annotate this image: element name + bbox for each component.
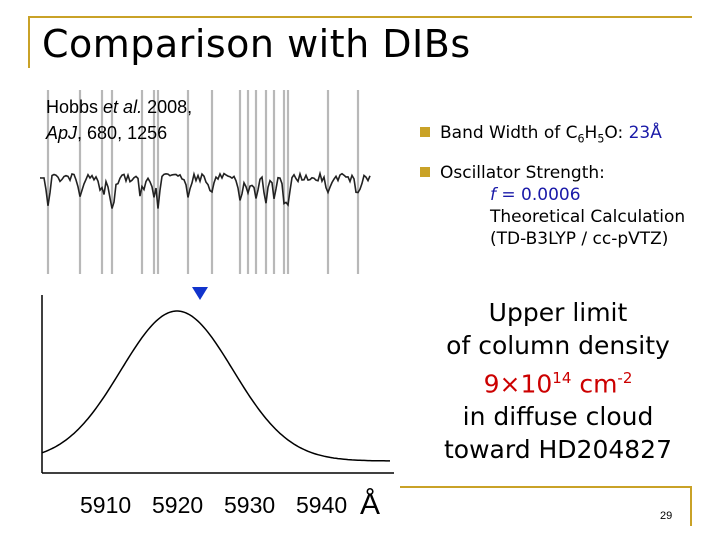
slide-title: Comparison with DIBs [42,22,471,66]
bullet-band-width: Band Width of C6H5O: 23Å [420,122,685,150]
slide-frame-bottom [400,486,692,488]
x-tick-label: 5920 [152,492,204,518]
band-width-value: 23Å [628,123,662,143]
slide-frame-top [28,16,692,18]
citation-year: 2008, [147,97,193,117]
conclusion-text: Upper limit of column density 9×1014 cm-… [412,296,704,466]
bullet-oscillator-strength: Oscillator Strength: f = 0.0006 Theoreti… [420,162,685,250]
citation-author: Hobbs [46,97,99,117]
x-tick-label: 5930 [224,492,276,518]
citation-journal: ApJ [46,123,78,143]
observed-spectrum-line [40,170,371,209]
dib-band-markers [46,90,360,274]
osc-basis: (TD-B3LYP / cc-pVTZ) [490,229,669,250]
slide-frame-left [28,16,30,68]
x-tick-label: 5910 [80,492,132,518]
model-band-profile [41,310,390,462]
x-tick-label: 5940 [296,492,348,518]
osc-label: Oscillator Strength: [440,163,605,184]
page-number: 29 [660,510,673,522]
slide-frame-right [690,486,692,526]
peak-marker-icon [192,287,208,300]
dib-spectrum-plot [40,90,371,274]
bullet-square-icon [420,167,430,178]
osc-value: f = 0.0006 [490,185,581,206]
bullet-square-icon [420,127,430,137]
figure-citation: Hobbs et al. 2008, ApJ, 680, 1256 [46,94,192,146]
citation-volume: , 680, 1256 [77,123,168,143]
x-axis-unit: Å [360,488,381,521]
model-band-plot [41,287,394,474]
bullet-list: Band Width of C6H5O: 23Å Oscillator Stre… [420,122,685,262]
citation-etal: et al. [103,97,143,117]
osc-method: Theoretical Calculation [490,207,686,228]
column-density-value: 9×1014 cm-2 [483,369,633,399]
